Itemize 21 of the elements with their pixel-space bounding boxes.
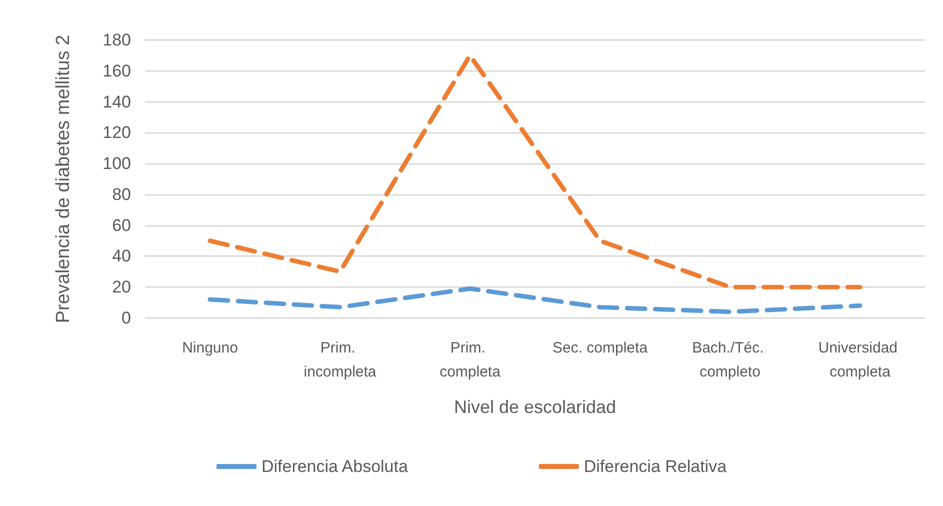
y-tick-label: 60 (112, 216, 131, 235)
y-tick-label: 0 (122, 308, 131, 328)
x-tick-label: Prim. completa (440, 340, 502, 380)
y-tick-label: 180 (102, 30, 131, 50)
y-tick-label: 160 (102, 61, 131, 80)
y-tick-label: 120 (102, 123, 131, 142)
legend-label: Diferencia Absoluta (261, 457, 408, 476)
y-tick-label: 140 (102, 92, 131, 112)
legend-label: Diferencia Relativa (584, 457, 728, 476)
x-axis-title: Nivel de escolaridad (454, 397, 616, 417)
y-tick-label: 80 (112, 184, 131, 204)
x-tick-label: Sec. completa (552, 340, 648, 356)
y-tick-label: 100 (102, 154, 131, 174)
line-series (208, 286, 862, 314)
x-tick-label: Universidad completa (818, 340, 902, 380)
x-tick-label: Bach./Téc. completo (692, 340, 768, 380)
y-axis-title: Prevalencia de diabetes mellitus 2 (53, 34, 74, 324)
x-tick-label: Prim. incompleta (304, 340, 377, 380)
y-tick-label: 40 (112, 246, 131, 266)
y-tick-label: 20 (112, 278, 131, 297)
x-tick-label: Ninguno (182, 340, 238, 356)
